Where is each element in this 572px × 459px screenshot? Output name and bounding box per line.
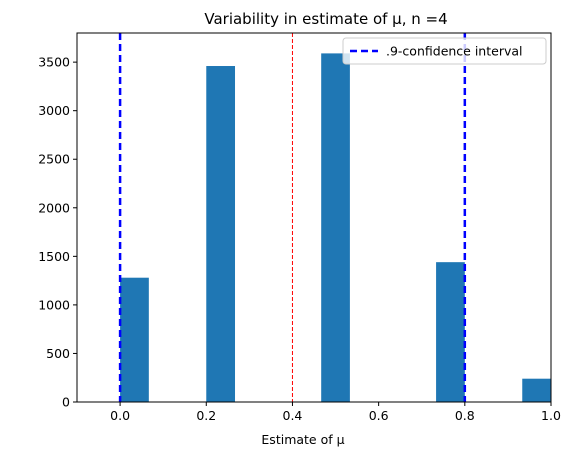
x-tick-label: 0.4 — [283, 408, 303, 423]
y-tick-label: 500 — [46, 346, 70, 361]
histogram-bar — [522, 378, 551, 402]
legend: .9-confidence interval — [342, 37, 547, 65]
y-tick-label: 2500 — [38, 152, 70, 167]
y-tick-label: 2000 — [38, 200, 70, 215]
legend-box — [342, 37, 547, 65]
y-tick-label: 1000 — [38, 297, 70, 312]
y-tick-label: 0 — [62, 395, 70, 410]
plot-frame — [76, 32, 552, 403]
plot-content — [118, 33, 551, 403]
x-axis-label: Estimate of μ — [261, 432, 344, 447]
chart-title: Variability in estimate of μ, n =4 — [204, 10, 447, 28]
x-tick-label: 0.0 — [110, 408, 130, 423]
histogram-bar — [206, 66, 236, 402]
y-tick-label: 1500 — [38, 249, 70, 264]
axes: 0.0 0.2 0.4 0.6 0.8 1.0 0 500 1000 1500 2000 2500 30… — [38, 32, 561, 423]
x-tick-label: 1.0 — [541, 408, 561, 423]
histogram-bar — [321, 53, 350, 403]
y-tick-label: 3000 — [38, 103, 70, 118]
legend-ci-label: .9-confidence interval — [386, 44, 523, 59]
histogram-bar — [120, 277, 149, 402]
y-tick-label: 3500 — [38, 55, 70, 70]
histogram-bar — [436, 262, 465, 402]
x-tick-label: 0.2 — [196, 408, 216, 423]
x-tick-label: 0.8 — [455, 408, 475, 423]
x-tick-label: 0.6 — [369, 408, 389, 423]
